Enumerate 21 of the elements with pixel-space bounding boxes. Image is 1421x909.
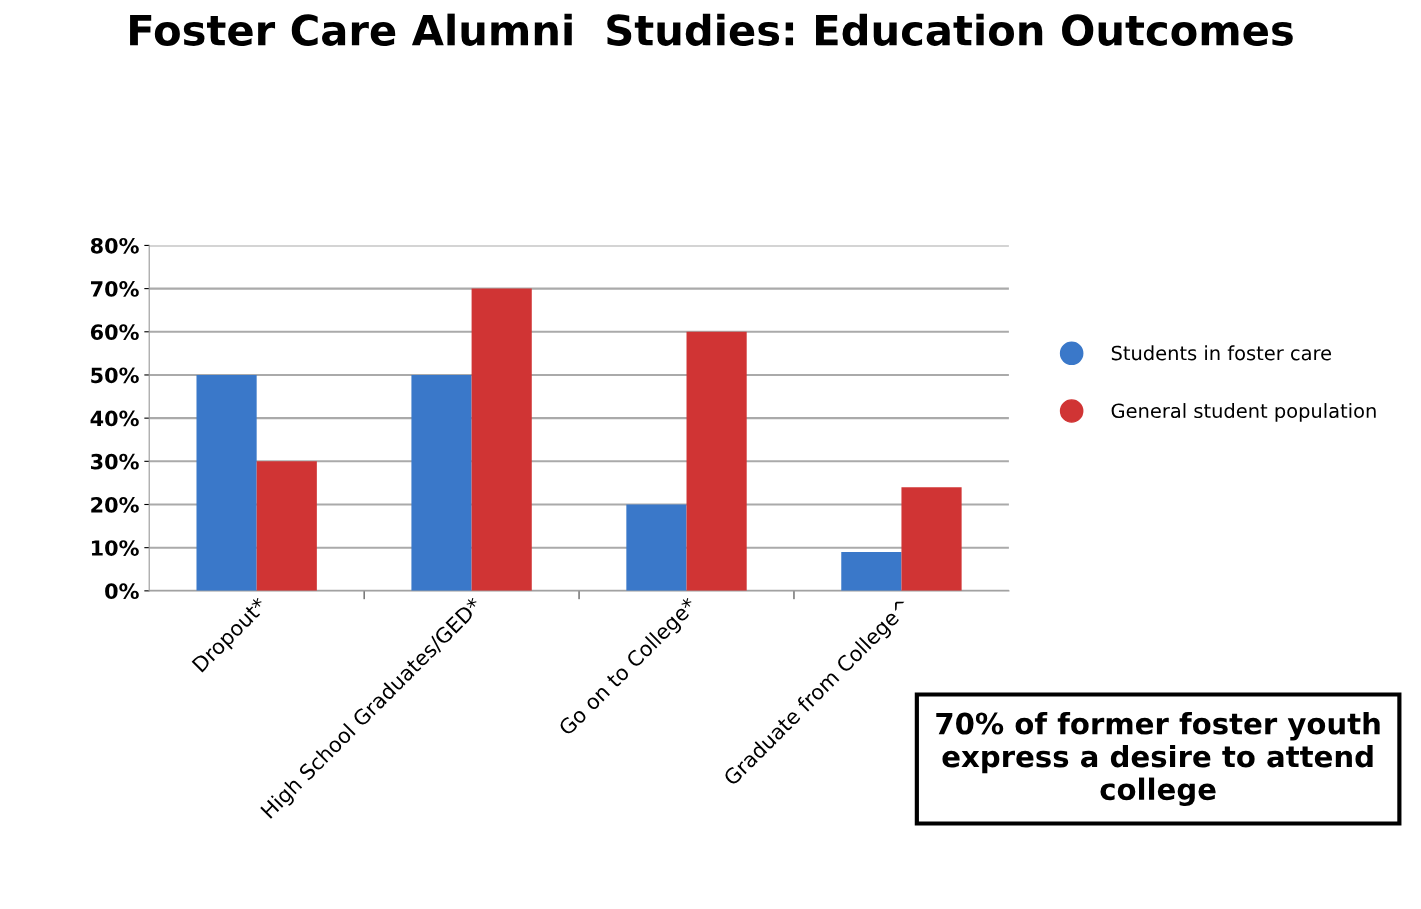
legend-label: Students in foster care (1111, 345, 1332, 361)
bar (471, 288, 532, 591)
y-tick-label: 30% (91, 453, 139, 470)
y-tick-label: 80% (90, 237, 139, 254)
text: 70% of former foster youth express a desire to attend college (936, 712, 1380, 807)
y-tick-label: 0% (105, 583, 139, 600)
bar (686, 331, 747, 591)
bar (196, 374, 257, 591)
bar (901, 487, 962, 591)
y-tick-label: 70% (91, 281, 139, 297)
y-tick-label: 20% (91, 496, 139, 513)
y-tick-label: 50% (91, 367, 139, 384)
legend-label: General student population (1111, 403, 1376, 422)
bar (411, 374, 472, 591)
bar (626, 504, 687, 591)
y-tick-label: 60% (90, 324, 139, 340)
y-tick-label: 10% (91, 540, 139, 556)
bar (256, 461, 317, 591)
y-tick-label: 40% (90, 410, 139, 427)
chart-title: Foster Care Alumni Studies: Education Outcomes (130, 13, 1293, 46)
bar (841, 551, 902, 591)
